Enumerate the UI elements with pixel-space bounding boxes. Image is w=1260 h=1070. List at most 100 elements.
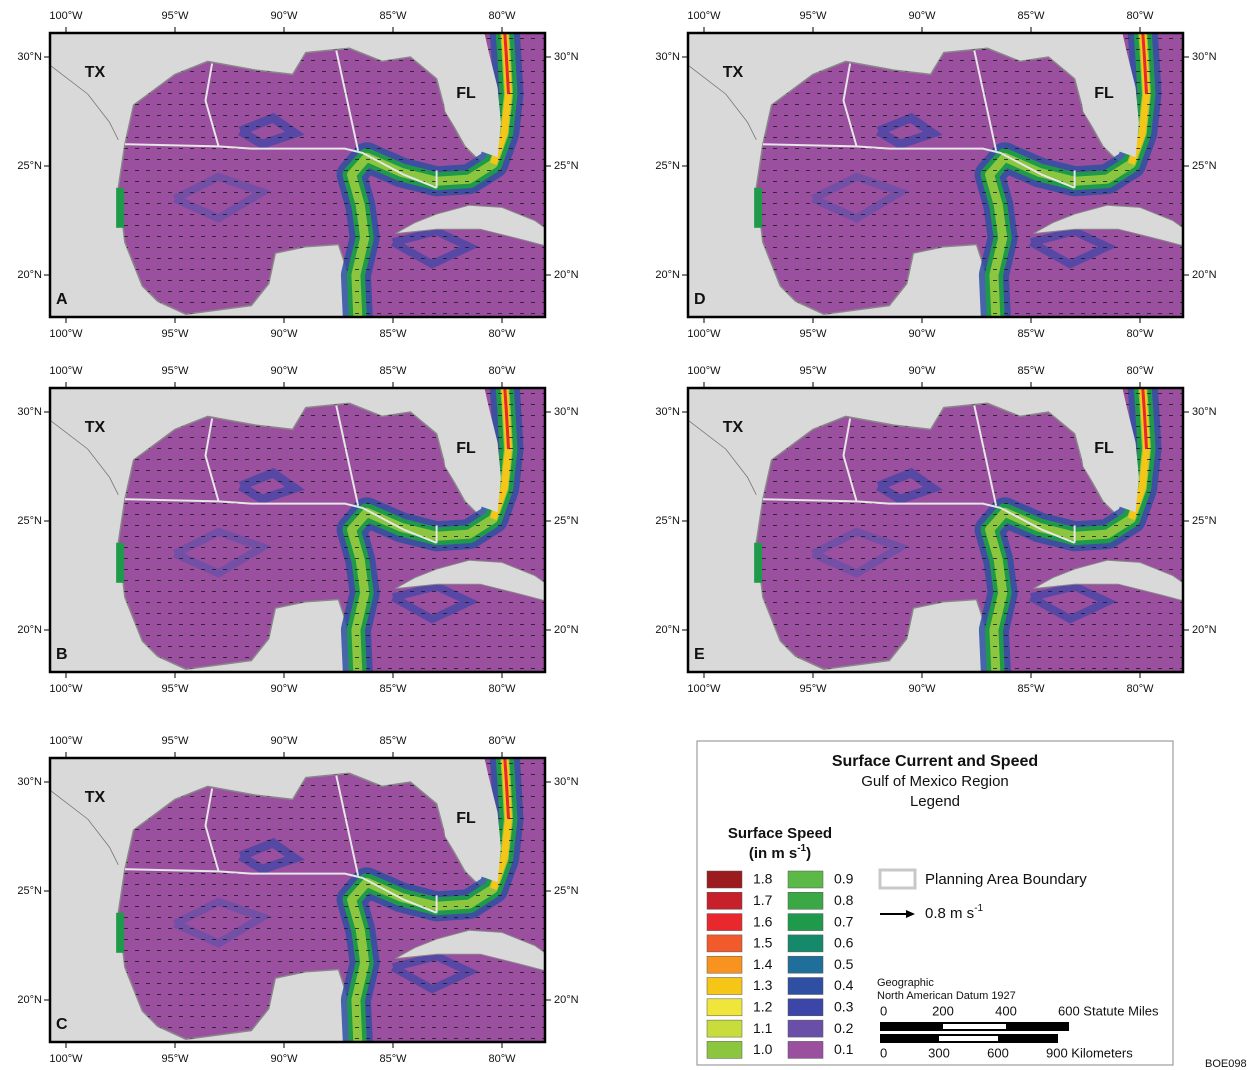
map-body — [50, 379, 581, 678]
lon-label: 95°W — [161, 365, 189, 377]
lat-label: 20°N — [17, 994, 42, 1006]
state-label: TX — [85, 419, 106, 436]
panel-letter: C — [56, 1016, 68, 1033]
unit-text: (in m s — [749, 845, 797, 862]
lat-label: 20°N — [554, 994, 579, 1006]
lon-label: 80°W — [488, 10, 516, 22]
lat-label: 20°N — [1192, 269, 1217, 281]
speed-label: 0.7 — [834, 913, 854, 929]
speed-swatch — [707, 1020, 742, 1037]
lon-label: 80°W — [1126, 683, 1154, 695]
legend-title: Surface Current and Speed — [832, 753, 1038, 770]
speed-title: Surface Speed — [728, 825, 832, 842]
panel-letter: E — [694, 646, 705, 663]
lon-label: 90°W — [270, 683, 298, 695]
lat-label: 25°N — [554, 515, 579, 527]
lat-label: 30°N — [554, 406, 579, 418]
lon-label: 100°W — [49, 10, 83, 22]
vector-text: 0.8 m s — [925, 905, 974, 922]
lat-label: 30°N — [655, 51, 680, 63]
state-label: TX — [723, 419, 744, 436]
map-body — [688, 24, 1219, 323]
lat-label: 30°N — [1192, 406, 1217, 418]
lon-label: 90°W — [270, 328, 298, 340]
speed-label: 1.5 — [753, 935, 773, 951]
lat-label: 30°N — [554, 51, 579, 63]
lon-label: 90°W — [270, 10, 298, 22]
speed-label: 0.4 — [834, 977, 854, 993]
speed-swatch — [707, 914, 742, 931]
boundary-label: Planning Area Boundary — [925, 871, 1087, 888]
east-coast — [541, 749, 581, 751]
speed-label: 0.1 — [834, 1041, 854, 1057]
lon-label: 100°W — [687, 683, 721, 695]
speed-label: 0.9 — [834, 871, 854, 887]
lon-label: 85°W — [379, 10, 407, 22]
speed-label: 1.6 — [753, 913, 773, 929]
speed-swatch — [788, 1041, 823, 1058]
speed-label: 0.8 — [834, 892, 854, 908]
lat-label: 25°N — [655, 160, 680, 172]
lon-label: 85°W — [379, 735, 407, 747]
speed-swatch — [707, 978, 742, 995]
km-bar-segment — [939, 1036, 998, 1041]
speed-swatch — [788, 978, 823, 995]
lon-label: 95°W — [161, 735, 189, 747]
lat-label: 25°N — [17, 160, 42, 172]
lon-label: 85°W — [1017, 365, 1045, 377]
lon-label: 95°W — [161, 1053, 189, 1065]
state-label: TX — [723, 64, 744, 81]
vector-exponent: -1 — [974, 903, 983, 914]
lon-label: 90°W — [908, 365, 936, 377]
lon-label: 80°W — [488, 1053, 516, 1065]
lon-label: 100°W — [49, 1053, 83, 1065]
figure-id: BOE098 — [1205, 1058, 1247, 1070]
lon-label: 80°W — [1126, 328, 1154, 340]
speed-swatch — [707, 871, 742, 888]
state-label: TX — [85, 64, 106, 81]
lon-label: 85°W — [1017, 328, 1045, 340]
state-label: FL — [456, 810, 476, 827]
speed-label: 0.3 — [834, 999, 854, 1015]
miles-label: 200 — [932, 1003, 954, 1018]
state-label: FL — [1094, 440, 1114, 457]
lat-label: 25°N — [17, 515, 42, 527]
speed-swatch — [788, 1020, 823, 1037]
speed-swatch — [788, 892, 823, 909]
lat-label: 30°N — [655, 406, 680, 418]
miles-label: 0 — [880, 1003, 887, 1018]
lon-label: 95°W — [799, 10, 827, 22]
lon-label: 85°W — [379, 365, 407, 377]
lon-label: 95°W — [161, 328, 189, 340]
speed-swatch — [788, 914, 823, 931]
panel-letter: B — [56, 646, 68, 663]
lat-label: 25°N — [655, 515, 680, 527]
legend-subtitle: Gulf of Mexico Region — [861, 773, 1009, 790]
speed-label: 0.2 — [834, 1020, 854, 1036]
miles-bar-segment — [943, 1024, 1006, 1029]
lon-label: 85°W — [1017, 10, 1045, 22]
speed-swatch — [788, 935, 823, 952]
speed-label: 1.0 — [753, 1041, 773, 1057]
lon-label: 100°W — [49, 328, 83, 340]
lon-label: 100°W — [49, 365, 83, 377]
km-label: 300 — [928, 1045, 950, 1060]
speed-label: 1.3 — [753, 977, 773, 993]
lon-label: 80°W — [488, 735, 516, 747]
speed-label: 1.2 — [753, 999, 773, 1015]
lat-label: 20°N — [655, 269, 680, 281]
unit-close: ) — [806, 845, 811, 862]
lon-label: 100°W — [687, 328, 721, 340]
lat-label: 20°N — [1192, 624, 1217, 636]
lat-label: 20°N — [655, 624, 680, 636]
panel-letter: A — [56, 291, 68, 308]
map-panel: 100°W100°W95°W95°W90°W90°W85°W85°W80°W80… — [655, 365, 1219, 695]
lat-label: 25°N — [1192, 160, 1217, 172]
lat-label: 25°N — [554, 160, 579, 172]
lon-label: 95°W — [799, 365, 827, 377]
speed-label: 1.1 — [753, 1020, 773, 1036]
lat-label: 30°N — [17, 51, 42, 63]
map-panel: 100°W100°W95°W95°W90°W90°W85°W85°W80°W80… — [17, 10, 581, 340]
lon-label: 100°W — [49, 683, 83, 695]
km-label: 900 Kilometers — [1046, 1045, 1133, 1060]
